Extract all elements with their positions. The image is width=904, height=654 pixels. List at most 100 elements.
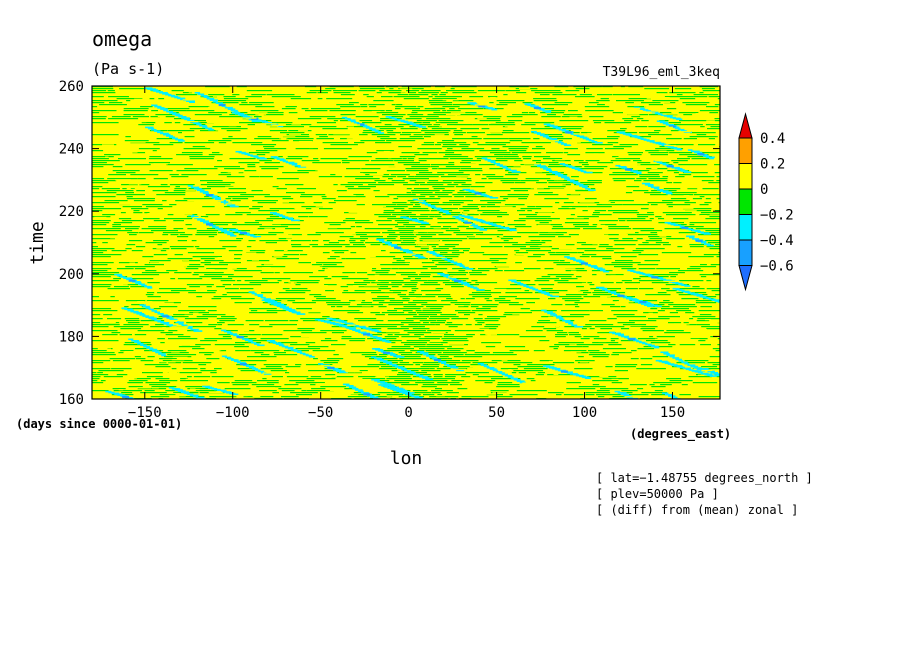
omega-contour-fill (376, 112, 399, 114)
omega-contour-fill (354, 318, 377, 320)
omega-contour-fill (691, 158, 711, 160)
omega-contour-fill (283, 330, 313, 332)
omega-contour-fill (664, 228, 693, 230)
omega-contour-fill (570, 258, 576, 260)
omega-contour-fill (584, 106, 610, 108)
omega-contour-fill (564, 148, 578, 150)
omega-contour-fill (719, 154, 720, 156)
omega-contour-fill (354, 290, 382, 292)
omega-contour-fill (331, 376, 354, 378)
omega-contour-fill (353, 392, 368, 394)
omega-contour-fill (580, 262, 588, 265)
omega-contour-fill (564, 268, 576, 270)
omega-contour-fill (707, 362, 720, 364)
omega-contour-fill (315, 134, 327, 136)
omega-contour-fill (639, 176, 660, 178)
omega-contour-fill (400, 322, 421, 324)
omega-contour-fill (582, 186, 588, 189)
omega-contour-fill (483, 116, 502, 118)
omega-contour-fill (630, 326, 658, 328)
omega-contour-fill (127, 188, 139, 190)
omega-contour-fill (557, 192, 564, 194)
omega-contour-fill (542, 135, 550, 138)
omega-contour-fill (411, 166, 431, 168)
omega-contour-fill (190, 186, 200, 189)
omega-contour-fill (200, 184, 231, 186)
omega-contour-fill (133, 212, 143, 214)
omega-contour-fill (448, 326, 458, 328)
omega-contour-fill (600, 269, 606, 272)
omega-contour-fill (138, 283, 145, 286)
omega-contour-fill (286, 376, 309, 378)
omega-contour-fill (423, 136, 431, 138)
omega-contour-fill (442, 99, 459, 101)
omega-contour-fill (458, 112, 477, 114)
omega-contour-fill (145, 382, 171, 384)
omega-contour-fill (500, 335, 515, 337)
omega-contour-fill (113, 326, 144, 328)
omega-contour-fill (518, 372, 526, 374)
omega-contour-fill (662, 212, 692, 214)
omega-contour-fill (399, 88, 413, 90)
omega-contour-fill (452, 204, 461, 206)
omega-contour-fill (710, 98, 717, 100)
omega-contour-fill (248, 291, 255, 293)
omega-contour-fill (393, 198, 399, 200)
omega-contour-fill (395, 106, 417, 108)
omega-contour-fill (397, 176, 407, 178)
omega-contour-fill (505, 168, 511, 170)
omega-contour-fill (525, 178, 551, 180)
omega-contour-fill (368, 326, 397, 328)
omega-contour-fill (470, 306, 479, 308)
omega-contour-fill (414, 396, 423, 399)
omega-contour-fill (388, 244, 397, 246)
omega-contour-fill (419, 326, 425, 328)
omega-contour-fill (257, 295, 263, 297)
omega-contour-fill (443, 134, 449, 136)
colorbar-label: 0 (760, 182, 768, 198)
omega-contour-fill (387, 310, 397, 312)
omega-contour-fill (535, 220, 552, 222)
omega-contour-fill (521, 112, 529, 114)
omega-contour-fill (615, 260, 633, 262)
omega-contour-fill (329, 389, 343, 392)
omega-contour-fill (701, 180, 714, 182)
omega-contour-fill (260, 338, 289, 340)
omega-contour-fill (390, 174, 410, 176)
omega-contour-fill (261, 121, 268, 123)
omega-contour-fill (465, 268, 474, 270)
omega-contour-fill (673, 182, 682, 184)
omega-contour-fill (446, 322, 453, 324)
omega-contour-fill (716, 374, 720, 377)
omega-contour-fill (597, 162, 614, 164)
omega-contour-fill (122, 284, 128, 286)
omega-contour-fill (668, 206, 673, 208)
omega-contour-fill (671, 166, 680, 169)
omega-contour-fill (696, 295, 704, 297)
omega-contour-fill (415, 352, 442, 354)
omega-contour-fill (432, 253, 440, 256)
omega-contour-fill (622, 204, 650, 206)
omega-contour-fill (306, 92, 317, 94)
omega-contour-fill (588, 189, 596, 191)
omega-contour-fill (188, 91, 194, 93)
omega-contour-fill (650, 342, 671, 344)
omega-contour-fill (513, 220, 526, 222)
omega-contour-fill (134, 356, 141, 358)
omega-contour-fill (666, 378, 682, 380)
omega-contour-fill (229, 158, 256, 160)
omega-contour-fill (234, 258, 241, 260)
omega-contour-fill (158, 353, 166, 355)
omega-contour-fill (402, 310, 413, 312)
omega-contour-fill (671, 160, 688, 162)
omega-contour-fill (607, 210, 638, 212)
omega-contour-fill (666, 290, 677, 292)
omega-contour-fill (359, 134, 368, 136)
omega-contour-fill (530, 380, 536, 382)
x-tick-label: 150 (660, 405, 685, 421)
omega-contour-fill (656, 92, 668, 94)
omega-contour-fill (719, 251, 720, 254)
omega-contour-fill (154, 214, 159, 216)
omega-contour-fill (438, 120, 464, 122)
omega-contour-fill (465, 189, 475, 192)
